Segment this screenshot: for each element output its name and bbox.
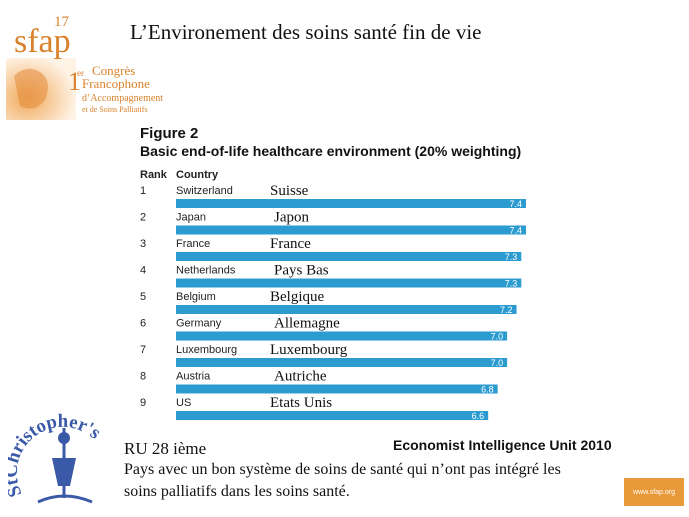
- rank-label: 8: [140, 371, 146, 383]
- country-label: France: [176, 238, 210, 250]
- bar: [176, 278, 522, 288]
- st-christophers-logo: StChristopher's: [1, 402, 120, 512]
- country-label: US: [176, 397, 191, 409]
- country-label: Japan: [176, 212, 206, 224]
- bar: [176, 252, 522, 261]
- french-country-label: France: [270, 236, 311, 252]
- svg-text:Congrès: Congrès: [92, 63, 135, 78]
- rank-label: 5: [140, 291, 146, 303]
- bar-value-label: 6.6: [472, 411, 485, 421]
- svg-text:17: 17: [54, 14, 70, 30]
- figure-label: Figure 2: [140, 125, 199, 142]
- bar: [176, 199, 527, 208]
- french-country-label: Pays Bas: [274, 263, 329, 279]
- slide-title: L’Environement des soins santé fin de vi…: [130, 20, 482, 44]
- svg-text:StChristopher's: StChristopher's: [8, 411, 105, 500]
- bar: [176, 331, 508, 341]
- bar-value-label: 7.4: [510, 226, 523, 236]
- bar: [176, 225, 527, 235]
- svg-text:er: er: [77, 68, 84, 78]
- french-country-label: Luxembourg: [270, 342, 348, 358]
- french-country-label: Etats Unis: [270, 395, 332, 411]
- note-text: Pays avec un bon système de soins de san…: [124, 461, 561, 500]
- rank-label: 2: [140, 212, 146, 224]
- bar: [176, 411, 489, 420]
- rank-column-header: Rank: [140, 169, 167, 181]
- rank-label: 1: [140, 185, 146, 197]
- svg-text:et de Soins Palliatifs: et de Soins Palliatifs: [82, 105, 148, 114]
- country-label: Belgium: [176, 291, 216, 303]
- rank-label: 6: [140, 318, 146, 330]
- bar-value-label: 7.3: [505, 279, 518, 289]
- country-label: Germany: [176, 318, 222, 330]
- bar-value-label: 6.8: [481, 385, 494, 395]
- bar: [176, 384, 498, 394]
- sfap-logo: sfap 17 1 er Congrès Francophone d’Accom…: [6, 6, 196, 122]
- figure-title: Basic end-of-life healthcare environment…: [140, 143, 522, 159]
- country-label: Luxembourg: [176, 344, 237, 356]
- country-label: Netherlands: [176, 265, 236, 277]
- sfap-wordmark: sfap: [14, 23, 71, 60]
- country-label: Switzerland: [176, 185, 233, 197]
- rank-label: 9: [140, 397, 146, 409]
- svg-text:Francophone: Francophone: [82, 76, 150, 91]
- french-country-label: Belgique: [270, 289, 324, 305]
- bar: [176, 305, 517, 314]
- french-country-label: Autriche: [274, 369, 327, 385]
- svg-text:d’Accompagnement: d’Accompagnement: [82, 93, 163, 104]
- bar-value-label: 7.2: [500, 305, 513, 315]
- french-country-label: Suisse: [270, 183, 309, 199]
- source-caption: Economist Intelligence Unit 2010: [393, 437, 612, 453]
- uk-rank-note: RU 28 ième: [124, 439, 207, 458]
- french-country-label: Japon: [274, 210, 309, 226]
- country-column-header: Country: [176, 169, 219, 181]
- bar: [176, 358, 508, 367]
- sfap-url-link[interactable]: www.sfap.org: [624, 478, 684, 506]
- rank-label: 7: [140, 344, 146, 356]
- french-country-label: Allemagne: [274, 316, 340, 332]
- country-label: Austria: [176, 371, 211, 383]
- bar-value-label: 7.0: [491, 358, 504, 368]
- bar-value-label: 7.4: [510, 199, 523, 209]
- rank-label: 4: [140, 265, 146, 277]
- rank-label: 3: [140, 238, 146, 250]
- bar-value-label: 7.3: [505, 252, 518, 262]
- svg-text:1: 1: [68, 67, 81, 96]
- bar-value-label: 7.0: [491, 332, 504, 342]
